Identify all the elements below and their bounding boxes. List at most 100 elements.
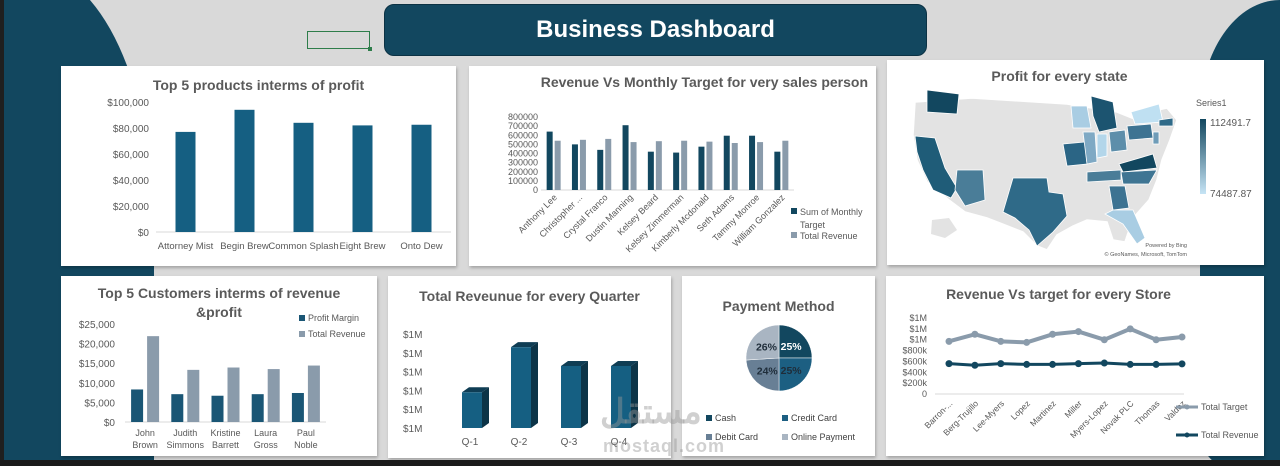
data-point[interactable] [997, 337, 1005, 345]
data-point[interactable] [1178, 333, 1186, 341]
bar[interactable] [267, 369, 280, 422]
dashboard-title: Business Dashboard [536, 16, 775, 43]
data-point[interactable] [1049, 330, 1057, 338]
bar[interactable] [227, 367, 240, 422]
data-point[interactable] [1049, 360, 1057, 368]
state-arizona[interactable] [954, 169, 986, 207]
series-line[interactable] [948, 361, 1183, 367]
pie-slice[interactable] [778, 357, 813, 392]
bar[interactable] [561, 365, 581, 428]
bar[interactable] [251, 394, 264, 422]
chart-sales-person[interactable]: Revenue Vs Monthly Target for very sales… [469, 66, 876, 266]
bar[interactable] [698, 146, 705, 190]
bar[interactable] [597, 149, 604, 190]
bar[interactable] [291, 392, 304, 422]
x-tick-label: Onto Dew [400, 241, 442, 252]
bar[interactable] [546, 131, 553, 190]
bar[interactable] [706, 141, 713, 190]
bar[interactable] [171, 394, 184, 422]
data-point[interactable] [1178, 360, 1186, 368]
data-point[interactable] [1126, 325, 1134, 333]
state-virginia[interactable] [1118, 153, 1158, 173]
chart-quarters[interactable]: Total Reveunue for every Quarter $1M $1M $… [388, 276, 671, 458]
bar[interactable] [622, 125, 629, 190]
bar[interactable] [571, 144, 578, 190]
data-point[interactable] [1152, 336, 1160, 344]
bar[interactable] [211, 395, 224, 422]
x-tick-label: Thomas [1133, 398, 1162, 427]
chart-top-customers[interactable]: Top 5 Customers interms of revenue &prof… [61, 276, 377, 456]
bar[interactable] [307, 365, 320, 422]
state-new-york[interactable] [1130, 103, 1164, 125]
chart-payment-method[interactable]: Payment Method 25% 25% 24% 26% Cash Credit Ca… [682, 276, 875, 456]
series-line[interactable] [948, 326, 1183, 345]
state-washington[interactable] [926, 89, 960, 115]
bar[interactable] [462, 392, 482, 428]
bar[interactable] [352, 125, 373, 232]
bar[interactable] [774, 151, 781, 190]
x-tick-label: Simmons [167, 440, 205, 450]
state-missouri[interactable] [1062, 141, 1088, 167]
state-pennsylvania[interactable] [1126, 123, 1154, 141]
data-point[interactable] [945, 337, 953, 345]
state-michigan[interactable] [1090, 95, 1118, 133]
pie-slice[interactable] [745, 357, 780, 392]
bar[interactable] [630, 142, 637, 190]
state-illinois[interactable] [1082, 131, 1098, 165]
bar[interactable] [147, 336, 160, 422]
data-point[interactable] [1126, 360, 1134, 368]
state-new-jersey[interactable] [1152, 131, 1160, 145]
chart-top-products[interactable]: Top 5 products interms of profit $0 $20,0… [61, 66, 456, 266]
bar[interactable] [655, 141, 662, 190]
bar[interactable] [293, 122, 314, 232]
pie-slice[interactable] [745, 324, 780, 361]
data-point[interactable] [1074, 328, 1082, 336]
bar[interactable] [723, 135, 730, 190]
state-texas[interactable] [1002, 177, 1068, 247]
bar[interactable] [411, 124, 432, 232]
state-california[interactable] [914, 135, 958, 199]
bar[interactable] [673, 152, 680, 190]
selected-cell[interactable] [307, 31, 372, 51]
data-point[interactable] [997, 360, 1005, 368]
data-point[interactable] [945, 360, 953, 368]
chart-stores[interactable]: Revenue Vs target for every Store 0 $200k… [886, 276, 1264, 456]
data-point[interactable] [1152, 360, 1160, 368]
bar[interactable] [175, 131, 196, 232]
bar[interactable] [782, 140, 789, 190]
bar[interactable] [749, 135, 756, 190]
bar[interactable] [605, 138, 612, 190]
bar[interactable] [579, 139, 586, 190]
state-wisconsin[interactable] [1070, 105, 1092, 129]
data-point[interactable] [971, 330, 979, 338]
data-point[interactable] [1023, 338, 1031, 346]
bar[interactable] [681, 140, 688, 190]
x-tick-label: Begin Brew [220, 241, 269, 252]
legend-label: Target [800, 220, 826, 230]
state-georgia[interactable] [1108, 185, 1130, 211]
data-point[interactable] [1100, 359, 1108, 367]
bar[interactable] [647, 151, 654, 190]
data-point[interactable] [1100, 336, 1108, 344]
chart-state-map[interactable]: Profit for every state Series1 112491.7 74… [887, 60, 1264, 265]
state-massachusetts[interactable] [1158, 117, 1174, 127]
data-point[interactable] [1023, 360, 1031, 368]
bar[interactable] [731, 143, 738, 190]
y-tick-label: $400k [902, 367, 927, 377]
bar[interactable] [611, 365, 631, 428]
bar[interactable] [187, 369, 200, 422]
bar[interactable] [511, 347, 531, 428]
bar[interactable] [234, 109, 255, 232]
data-point[interactable] [971, 361, 979, 369]
bar[interactable] [757, 142, 764, 190]
bar[interactable] [131, 389, 144, 422]
data-point[interactable] [1074, 360, 1082, 368]
3d-bar-chart-plot: $1M $1M $1M $1M $1M $1M Q-1 Q-2 Q-3 Q-4 [403, 330, 638, 448]
bar[interactable] [554, 140, 561, 190]
state-florida[interactable] [1104, 209, 1146, 245]
state-indiana[interactable] [1096, 133, 1108, 159]
state-ohio[interactable] [1108, 129, 1128, 153]
state-tennessee[interactable] [1086, 169, 1122, 183]
pie-slice[interactable] [778, 324, 813, 359]
state-north-carolina[interactable] [1120, 169, 1158, 185]
